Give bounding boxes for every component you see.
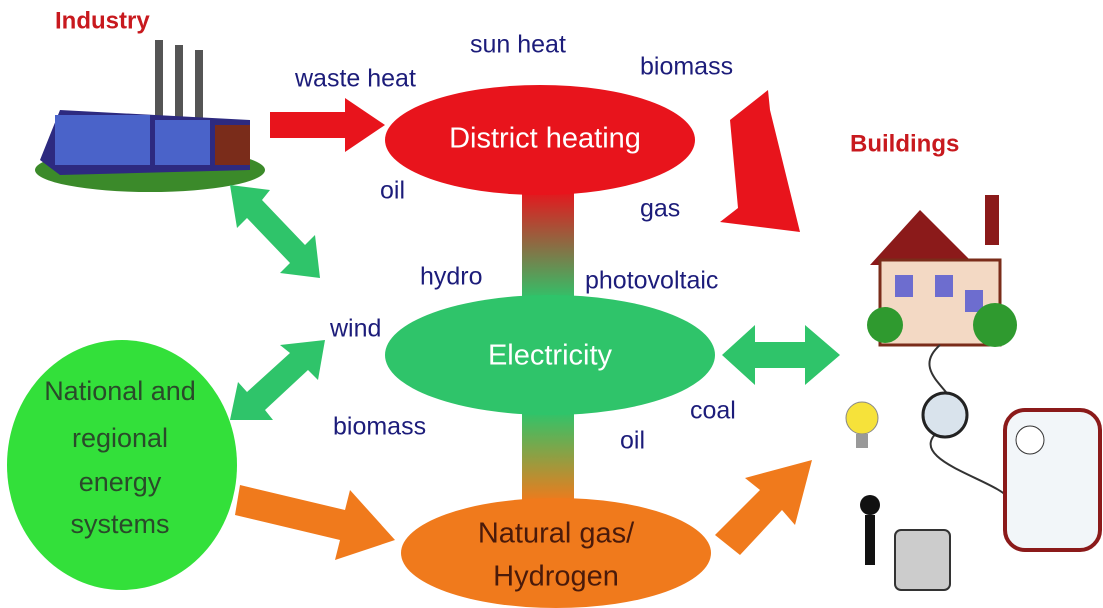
source-label: biomass — [640, 53, 733, 81]
node-label: energy — [79, 467, 162, 497]
node-label: Electricity — [488, 340, 613, 372]
diagram: District heating Electricity Natural gas… — [0, 0, 1103, 608]
source-label: photovoltaic — [585, 267, 718, 295]
industry-label: Industry — [55, 7, 150, 34]
arrow — [715, 460, 812, 555]
house-icon — [867, 195, 1017, 500]
source-label: biomass — [333, 413, 426, 441]
arrow — [720, 90, 800, 232]
factory-icon — [35, 40, 265, 192]
double-arrow — [230, 185, 320, 278]
source-label: coal — [690, 397, 736, 425]
source-label: hydro — [420, 263, 483, 291]
source-label: wind — [329, 315, 381, 343]
node-label: National and — [44, 376, 196, 406]
double-arrow — [722, 325, 840, 385]
double-arrow — [230, 340, 325, 420]
connector — [522, 412, 574, 502]
node-label: District heating — [449, 123, 641, 155]
appliance-icons — [846, 393, 1100, 590]
source-label: oil — [380, 177, 405, 205]
node-label: systems — [70, 509, 169, 539]
source-label: gas — [640, 195, 680, 223]
node-label: Natural gas/ — [478, 518, 635, 550]
arrow — [235, 485, 395, 560]
source-label: oil — [620, 427, 645, 455]
source-label: sun heat — [470, 31, 566, 59]
source-label: waste heat — [294, 65, 416, 93]
node-label: regional — [72, 423, 168, 453]
node-label: Hydrogen — [493, 561, 619, 593]
page: District heating Electricity Natural gas… — [0, 0, 1103, 608]
arrow — [270, 98, 385, 152]
buildings-label: Buildings — [850, 130, 959, 157]
connector — [522, 190, 574, 300]
